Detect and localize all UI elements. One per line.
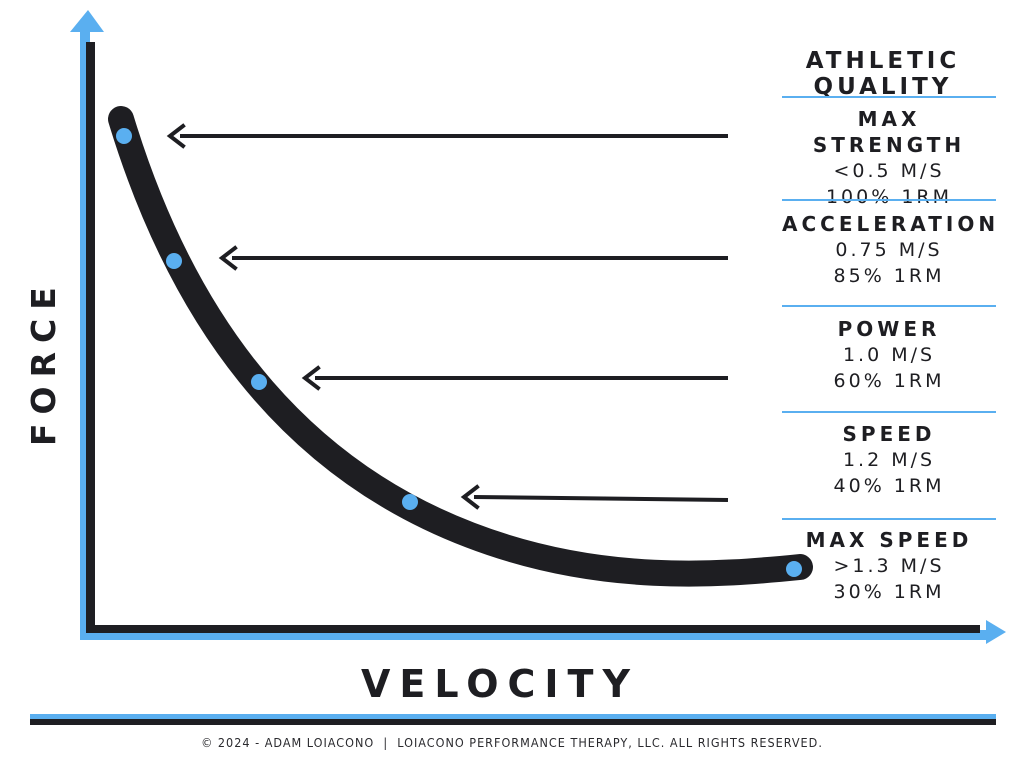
y-axis-title: FORCE	[24, 278, 63, 446]
arrow-speed	[460, 484, 729, 510]
panel-divider	[782, 411, 996, 413]
quality-name: SPEED	[842, 422, 936, 446]
arrow-max-strength	[166, 123, 728, 149]
quality-name: MAX STRENGTH	[812, 107, 966, 157]
quality-speed: SPEED 1.2 M/S 40% 1RM	[782, 421, 996, 499]
panel-divider	[782, 518, 996, 520]
quality-velocity: 0.75 M/S	[835, 239, 943, 261]
quality-acceleration: ACCELERATION 0.75 M/S 85% 1RM	[782, 211, 996, 289]
point-speed	[402, 494, 418, 510]
quality-velocity: <0.5 M/S	[833, 160, 945, 182]
footer-rule-blue	[30, 714, 996, 719]
point-max-strength	[116, 128, 132, 144]
copyright-footer: © 2024 - ADAM LOIACONO | LOIACONO PERFOR…	[201, 735, 823, 750]
point-power	[251, 374, 267, 390]
quality-velocity: 1.0 M/S	[842, 344, 936, 366]
arrows	[166, 123, 729, 510]
athletic-quality-heading: ATHLETIC QUALITY	[805, 48, 961, 100]
quality-load: 100% 1RM	[825, 186, 953, 208]
point-max-speed	[786, 561, 802, 577]
arrow-acceleration	[218, 245, 728, 271]
quality-load: 40% 1RM	[833, 475, 945, 497]
x-axis-arrowhead	[986, 620, 1006, 644]
quality-name: POWER	[837, 317, 941, 341]
force-velocity-curve	[108, 106, 813, 587]
quality-power: POWER 1.0 M/S 60% 1RM	[782, 316, 996, 394]
arrow-power	[301, 365, 728, 391]
panel-divider	[782, 96, 996, 98]
y-axis	[70, 10, 104, 638]
x-axis	[80, 620, 1006, 644]
quality-load: 30% 1RM	[833, 581, 945, 603]
quality-name: ACCELERATION	[782, 212, 1000, 236]
quality-name: MAX SPEED	[805, 528, 973, 552]
quality-velocity: >1.3 M/S	[833, 555, 945, 577]
curve-points	[116, 128, 802, 577]
x-axis-title: VELOCITY	[361, 662, 639, 706]
point-acceleration	[166, 253, 182, 269]
footer-rule-black	[30, 719, 996, 725]
quality-velocity: 1.2 M/S	[842, 449, 936, 471]
quality-max-strength: MAX STRENGTH <0.5 M/S 100% 1RM	[782, 106, 996, 210]
panel-divider	[782, 199, 996, 201]
quality-load: 60% 1RM	[833, 370, 945, 392]
y-axis-arrowhead	[70, 10, 104, 32]
panel-divider	[782, 305, 996, 307]
quality-max-speed: MAX SPEED >1.3 M/S 30% 1RM	[782, 527, 996, 605]
quality-load: 85% 1RM	[833, 265, 945, 287]
